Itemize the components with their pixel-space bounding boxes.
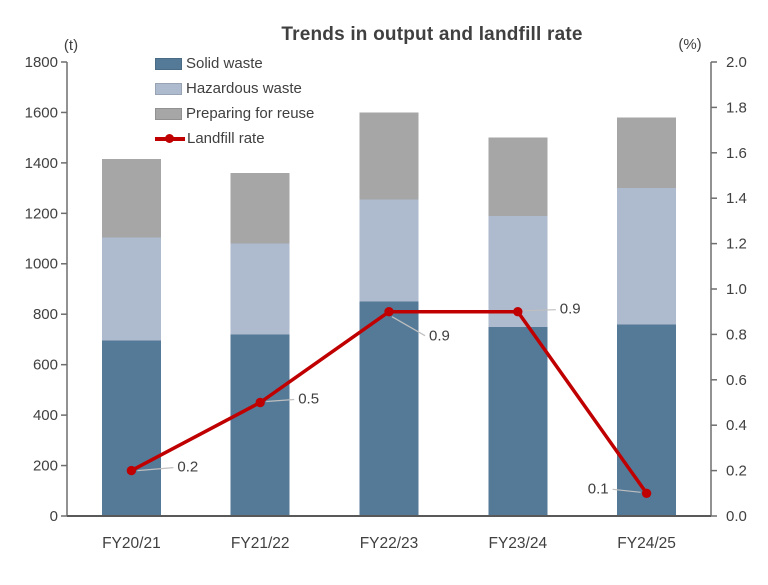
- right-axis-tick-label: 1.4: [726, 190, 747, 207]
- legend-swatch: [155, 57, 182, 70]
- left-axis-tick-label: 1000: [25, 256, 58, 273]
- legend-swatch: [155, 82, 182, 95]
- bar-segment-hazardous-waste: [101, 237, 161, 341]
- landfill-rate-marker: [513, 307, 523, 317]
- category-label: FY22/23: [360, 535, 419, 552]
- category-label: FY23/24: [488, 535, 547, 552]
- point-label: 0.9: [560, 301, 581, 318]
- legend-swatch: [155, 107, 182, 120]
- bar-segment-preparing-for-reuse: [617, 117, 677, 189]
- point-label: 0.5: [298, 390, 319, 407]
- legend-label: Preparing for reuse: [186, 105, 315, 122]
- landfill-rate-marker: [255, 397, 265, 408]
- bar-segment-hazardous-waste: [230, 243, 290, 335]
- right-axis-tick-label: 1.8: [726, 99, 747, 116]
- bar-segment-solid-waste: [101, 340, 161, 516]
- legend-item-preparing-for-reuse: Preparing for reuse: [155, 101, 314, 126]
- right-axis-tick-label: 2.0: [726, 54, 747, 71]
- bar-segment-solid-waste: [230, 334, 290, 516]
- left-axis-tick-label: 400: [33, 407, 58, 424]
- point-label-leader: [523, 309, 556, 312]
- right-axis-tick-label: 1.6: [726, 145, 747, 162]
- category-label: FY20/21: [102, 535, 161, 552]
- left-axis-tick-label: 200: [33, 458, 58, 475]
- right-axis-tick-label: 0.2: [726, 463, 747, 480]
- legend-label: Hazardous waste: [186, 80, 302, 97]
- category-label: FY24/25: [617, 535, 676, 552]
- category-label: FY21/22: [231, 535, 290, 552]
- bar-segment-solid-waste: [617, 324, 677, 516]
- bar-segment-solid-waste: [359, 301, 419, 516]
- legend-item-landfill-rate: Landfill rate: [155, 126, 314, 151]
- left-axis-tick-label: 1200: [25, 205, 58, 222]
- bar-segment-preparing-for-reuse: [230, 172, 290, 244]
- point-label-leader: [612, 488, 641, 493]
- left-axis-tick-label: 1400: [25, 155, 58, 172]
- chart-legend: Solid waste Hazardous waste Preparing for …: [155, 51, 314, 151]
- chart-title: Trends in output and landfill rate: [281, 24, 583, 45]
- left-axis-tick-label: 0: [50, 508, 58, 525]
- right-axis-tick-label: 0.6: [726, 372, 747, 389]
- left-axis-tick-label: 1600: [25, 104, 58, 121]
- left-axis-tick-label: 800: [33, 306, 58, 323]
- landfill-rate-marker: [641, 488, 652, 498]
- right-axis-tick-label: 1.2: [726, 236, 747, 253]
- right-axis-tick-label: 0.0: [726, 508, 747, 525]
- left-axis-unit-label: (t): [63, 37, 79, 54]
- legend-line-marker: [155, 134, 185, 143]
- bar-segment-preparing-for-reuse: [488, 137, 548, 216]
- right-axis-tick-label: 0.8: [726, 326, 747, 343]
- point-label: 0.1: [588, 480, 609, 497]
- bar-segment-preparing-for-reuse: [101, 159, 161, 238]
- right-axis-tick-label: 1.0: [726, 281, 747, 298]
- point-label: 0.2: [177, 459, 198, 476]
- point-label-leader: [137, 467, 174, 472]
- right-axis-unit-label: (%): [678, 36, 702, 53]
- left-axis-tick-label: 600: [33, 357, 58, 374]
- landfill-rate-marker: [126, 465, 137, 476]
- point-label-leader: [266, 398, 295, 403]
- right-axis-tick-label: 0.4: [726, 417, 747, 434]
- left-axis-tick-label: 1800: [25, 54, 58, 71]
- legend-item-hazardous-waste: Hazardous waste: [155, 76, 314, 101]
- bar-segment-hazardous-waste: [359, 199, 419, 302]
- legend-item-solid-waste: Solid waste: [155, 51, 314, 76]
- legend-label: Solid waste: [186, 55, 263, 72]
- point-label: 0.9: [429, 328, 450, 345]
- bar-segment-solid-waste: [488, 326, 548, 516]
- bar-segment-hazardous-waste: [617, 188, 677, 325]
- bar-segment-preparing-for-reuse: [359, 112, 419, 200]
- legend-line-dot: [165, 134, 174, 143]
- landfill-rate-marker: [384, 307, 394, 317]
- point-label-leader: [391, 316, 426, 337]
- legend-label: Landfill rate: [187, 130, 265, 147]
